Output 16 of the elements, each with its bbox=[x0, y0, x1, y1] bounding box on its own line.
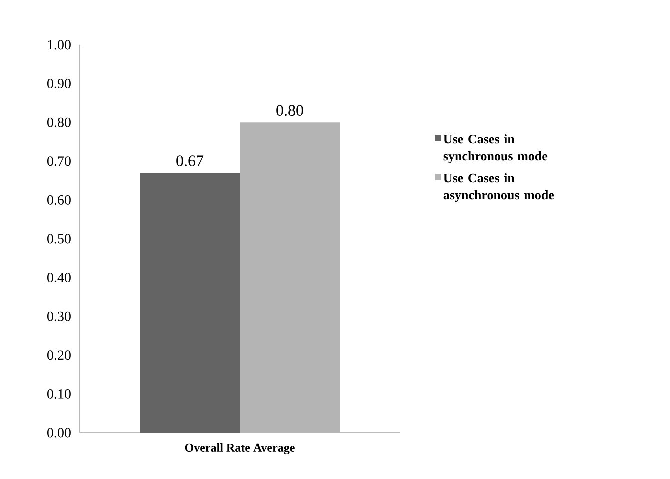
legend-label: Use Cases in asynchronous mode bbox=[444, 174, 554, 202]
y-tick-label: 0.30 bbox=[48, 312, 71, 322]
y-tick-label: 0.10 bbox=[48, 389, 71, 399]
x-tick-label: Overall Rate Average bbox=[185, 444, 295, 455]
data-label: 0.80 bbox=[276, 105, 304, 116]
data-label: 0.67 bbox=[176, 156, 204, 167]
y-tick-label: 0.20 bbox=[48, 350, 71, 360]
y-tick-label: 0.40 bbox=[48, 273, 71, 283]
y-tick-label: 0.00 bbox=[48, 428, 71, 438]
y-tick-label: 0.70 bbox=[48, 156, 71, 166]
y-tick-label: 0.90 bbox=[48, 79, 71, 89]
y-tick-label: 1.00 bbox=[48, 40, 71, 50]
y-tick-label: 0.60 bbox=[48, 195, 71, 205]
y-tick-label: 0.80 bbox=[48, 118, 71, 128]
legend-label: Use Cases in synchronous mode bbox=[444, 134, 548, 164]
y-tick-label: 0.50 bbox=[48, 234, 71, 244]
